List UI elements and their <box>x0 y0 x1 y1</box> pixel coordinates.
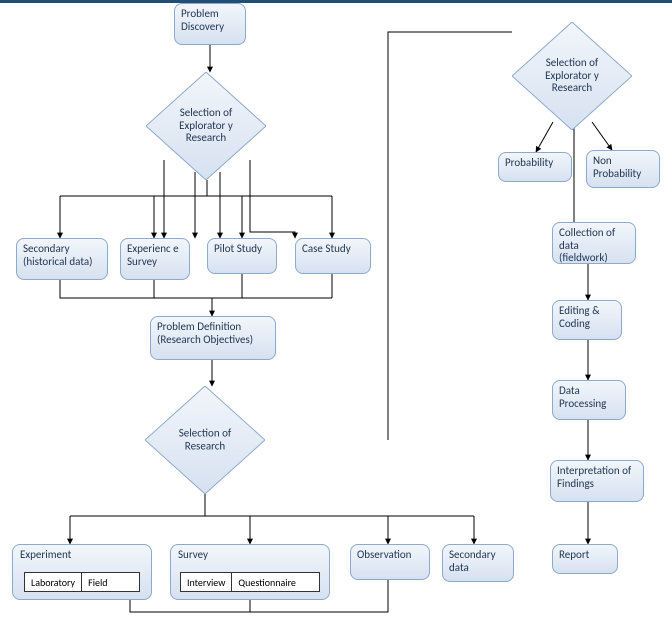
node-label: Problem Discovery <box>181 8 239 33</box>
node-label: Secondary data <box>449 549 507 574</box>
node-label: Secondary (historical data) <box>23 243 101 268</box>
node-label: Non Probability <box>593 155 653 180</box>
diamond-d2: Selection of Research <box>145 386 265 494</box>
node-label: Report <box>559 549 589 562</box>
node-n7: Observation <box>350 544 430 580</box>
node-label: Pilot Study <box>214 243 262 256</box>
diamond-d1: Selection of Explorator y Research <box>146 72 266 180</box>
group-cell: Field <box>82 573 113 591</box>
node-n3: Experienc e Survey <box>120 238 190 280</box>
node-label: Probability <box>505 157 553 170</box>
node-n4: Pilot Study <box>207 238 277 274</box>
node-n5: Case Study <box>295 238 371 274</box>
node-n10: Non Probability <box>586 150 660 188</box>
node-n12: Editing & Coding <box>552 300 622 340</box>
node-label: Collection of data (fieldwork) <box>559 227 629 264</box>
node-n15: Report <box>552 544 618 574</box>
diamond-label: Selection of Research <box>163 427 247 452</box>
group-table-g1: LaboratoryField <box>24 572 140 592</box>
node-label: Observation <box>357 549 411 562</box>
edge <box>60 280 332 298</box>
node-n14: Interpretation of Findings <box>550 460 644 502</box>
node-n11: Collection of data (fieldwork) <box>552 222 636 264</box>
diamond-d3: Selection of Explorator y Research <box>512 22 632 130</box>
edge <box>388 32 512 440</box>
group-cell: Interview <box>181 573 232 591</box>
node-label: Editing & Coding <box>559 305 615 330</box>
node-n6: Problem Definition (Research Objectives) <box>150 316 276 360</box>
group-title: Survey <box>178 548 208 561</box>
group-cell: Laboratory <box>25 573 82 591</box>
node-n9: Probability <box>498 152 572 182</box>
node-label: Experienc e Survey <box>127 243 183 268</box>
node-label: Interpretation of Findings <box>557 465 637 490</box>
group-cell: Questionnaire <box>232 573 302 591</box>
node-n2: Secondary (historical data) <box>16 238 108 280</box>
group-title: Experiment <box>20 548 71 561</box>
diamond-label: Selection of Explorator y Research <box>530 57 614 95</box>
node-n1: Problem Discovery <box>174 3 246 45</box>
top-border <box>0 0 672 3</box>
node-n13: Data Processing <box>552 380 626 420</box>
node-label: Case Study <box>302 243 351 256</box>
diamond-label: Selection of Explorator y Research <box>164 107 248 145</box>
node-label: Data Processing <box>559 385 619 410</box>
group-table-g2: InterviewQuestionnaire <box>180 572 320 592</box>
node-n8: Secondary data <box>442 544 514 582</box>
node-label: Problem Definition (Research Objectives) <box>157 321 269 346</box>
